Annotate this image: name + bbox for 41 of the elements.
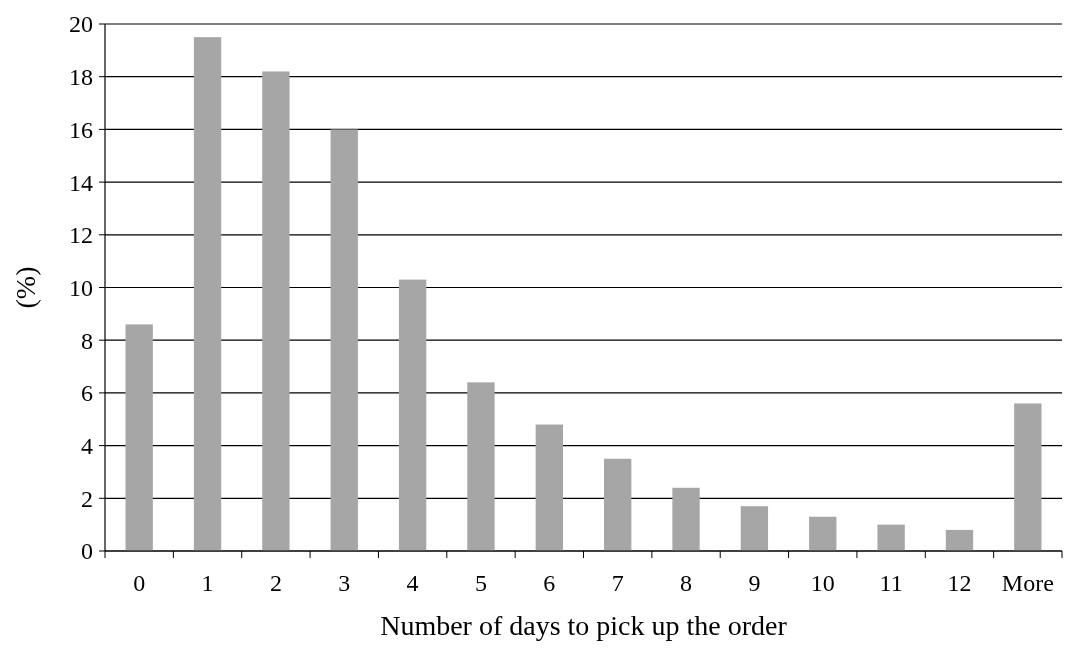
y-tick-label: 10	[69, 274, 93, 301]
y-tick-label: 18	[69, 64, 93, 91]
x-tick-label: 8	[680, 570, 693, 596]
y-axis-title: (%)	[10, 266, 41, 309]
x-tick-label: 7	[611, 570, 624, 596]
x-tick-label: 3	[338, 570, 351, 596]
x-axis-title: Number of days to pick up the order	[380, 610, 788, 641]
bar	[262, 71, 290, 551]
y-tick-label: 20	[69, 11, 93, 38]
bar	[604, 458, 632, 551]
bar	[672, 487, 700, 551]
y-tick-label: 6	[81, 380, 93, 407]
bar	[809, 516, 837, 551]
bar	[398, 279, 427, 551]
x-tick-label: 12	[947, 570, 972, 596]
y-tick-label: 0	[81, 538, 93, 565]
bar	[193, 37, 222, 551]
bar	[877, 524, 905, 551]
x-tick-label: 1	[201, 570, 214, 596]
bar	[125, 324, 153, 551]
x-tick-label: 0	[133, 570, 146, 596]
bar	[1014, 403, 1042, 551]
x-tick-label: 9	[748, 570, 761, 596]
bar	[945, 529, 974, 551]
x-tick-label: 6	[543, 570, 556, 596]
x-tick-label: 11	[879, 570, 903, 596]
x-tick-label: 10	[810, 570, 835, 596]
x-tick-label: 2	[269, 570, 282, 596]
y-tick-label: 16	[69, 116, 93, 143]
bar	[467, 382, 495, 551]
y-tick-label: 4	[81, 433, 93, 459]
y-tick-label: 14	[69, 169, 93, 196]
bar	[330, 129, 358, 551]
y-tick-label: 2	[81, 485, 93, 512]
y-tick-label: 8	[81, 327, 93, 354]
x-tick-label: More	[1001, 570, 1054, 596]
y-tick-label: 12	[69, 222, 93, 249]
bar	[740, 506, 769, 551]
bar	[535, 424, 563, 551]
x-tick-label: 4	[406, 570, 419, 596]
x-tick-label: 5	[474, 570, 487, 596]
